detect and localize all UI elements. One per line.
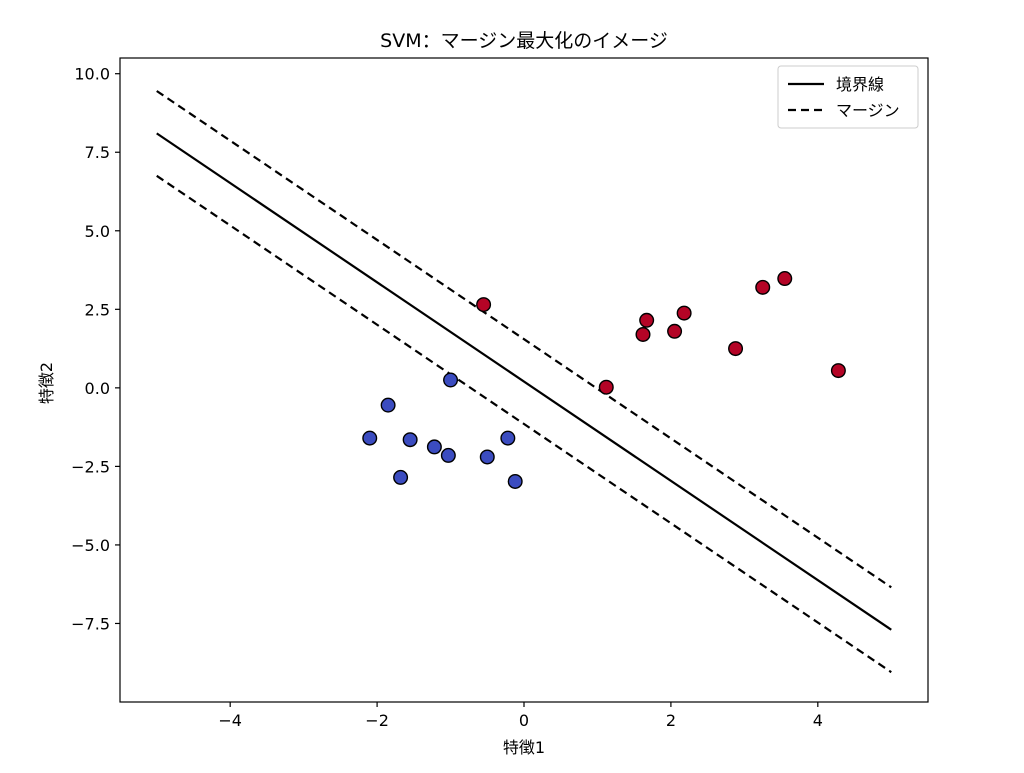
plot-area	[120, 58, 928, 702]
x-tick-label: 2	[666, 711, 676, 730]
margin-line-1	[156, 90, 892, 589]
chart-title: SVM：マージン最大化のイメージ	[380, 30, 668, 52]
margin-line-2	[156, 174, 892, 674]
class-b-point-8	[777, 271, 793, 287]
y-tick-label: −2.5	[71, 457, 110, 476]
y-tick-label: −5.0	[71, 536, 110, 555]
class-a-point-6	[443, 372, 459, 388]
x-axis-label: 特徴1	[503, 738, 545, 757]
decision-boundary-line	[156, 132, 892, 631]
legend-box	[777, 65, 919, 129]
legend-label: マージン	[836, 101, 900, 120]
class-b-point-2	[635, 326, 651, 342]
y-tick-label: 0.0	[85, 379, 110, 398]
y-axis-label: 特徴2	[37, 362, 56, 404]
class-a-point-4	[426, 439, 442, 455]
class-b-point-9	[830, 363, 846, 379]
y-tick-label: 10.0	[74, 65, 110, 84]
plot-background	[120, 58, 928, 702]
class-a-point-8	[500, 430, 516, 446]
class-b-point-1	[598, 379, 614, 395]
x-tick-label: −2	[365, 711, 389, 730]
class-a-point-2	[393, 469, 409, 485]
class-b-point-0	[476, 297, 492, 313]
y-tick-label: 7.5	[85, 143, 110, 162]
x-tick-label: −4	[218, 711, 242, 730]
class-a-point-9	[507, 473, 523, 489]
class-b-point-7	[755, 279, 771, 295]
x-tick-label: 4	[813, 711, 823, 730]
class-a-point-0	[362, 430, 378, 446]
y-tick-label: 2.5	[85, 300, 110, 319]
class-a-point-7	[479, 449, 495, 465]
x-tick-label: 0	[519, 711, 529, 730]
y-tick-label: 5.0	[85, 222, 110, 241]
class-a-point-3	[402, 432, 418, 448]
class-a-point-1	[380, 397, 396, 413]
y-tick-label: −7.5	[71, 614, 110, 633]
class-b-point-6	[728, 341, 744, 357]
class-b-point-5	[676, 305, 692, 321]
class-b-point-3	[639, 312, 655, 328]
y-axis: 10.0 7.5 5.0 2.5 0.0 −2.5 −5.0 −7.5	[71, 65, 120, 633]
lines-layer	[156, 90, 892, 674]
class-a-point-5	[440, 447, 456, 463]
class-b-point-4	[667, 323, 683, 339]
legend-label: 境界線	[836, 75, 884, 94]
x-axis: −4 −2 0 2 4	[218, 702, 823, 730]
points-layer	[362, 271, 846, 489]
